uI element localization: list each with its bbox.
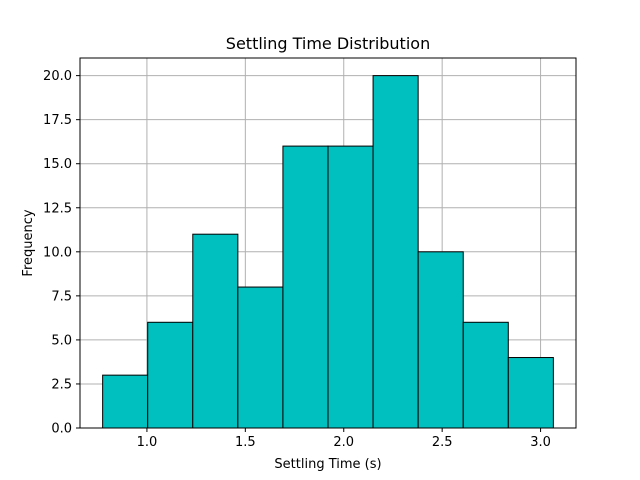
histogram-bar: [462, 321, 509, 429]
x-tick-label: 2.0: [333, 435, 354, 450]
y-tick-label: 7.5: [51, 289, 72, 304]
x-tick-label: 2.5: [432, 435, 453, 450]
y-tick-label: 2.5: [51, 377, 72, 392]
histogram-bar: [192, 233, 239, 429]
y-tick-label: 12.5: [43, 201, 72, 216]
histogram-bar: [507, 357, 554, 429]
y-tick-label: 0.0: [51, 422, 72, 437]
y-axis-ticks: 0.0 2.5 5.0 7.5 10.0 12.5 15.0 17.5 20.0: [43, 69, 80, 437]
histogram-bar: [147, 321, 194, 429]
x-tick-label: 3.0: [530, 435, 551, 450]
y-tick-label: 10.0: [43, 245, 72, 260]
y-tick-label: 5.0: [51, 333, 72, 348]
x-axis-label: Settling Time (s): [274, 457, 381, 472]
x-tick-label: 1.0: [137, 435, 158, 450]
plot-frame: [79, 57, 577, 429]
histogram-bar: [282, 145, 329, 429]
histogram-bar: [327, 145, 374, 429]
y-tick-label: 20.0: [43, 69, 72, 84]
y-axis-label: Frequency: [21, 209, 36, 276]
x-tick-label: 1.5: [235, 435, 256, 450]
histogram-bar: [417, 251, 464, 429]
y-tick-label: 15.0: [43, 157, 72, 172]
histogram-bar: [237, 286, 284, 429]
x-axis-ticks: 1.0 1.5 2.0 2.5 3.0: [137, 428, 551, 450]
histogram-bar: [102, 374, 149, 429]
histogram-bar: [372, 75, 419, 429]
y-tick-label: 17.5: [43, 113, 72, 128]
histogram-bars: [102, 75, 554, 429]
chart-title: Settling Time Distribution: [226, 34, 430, 53]
